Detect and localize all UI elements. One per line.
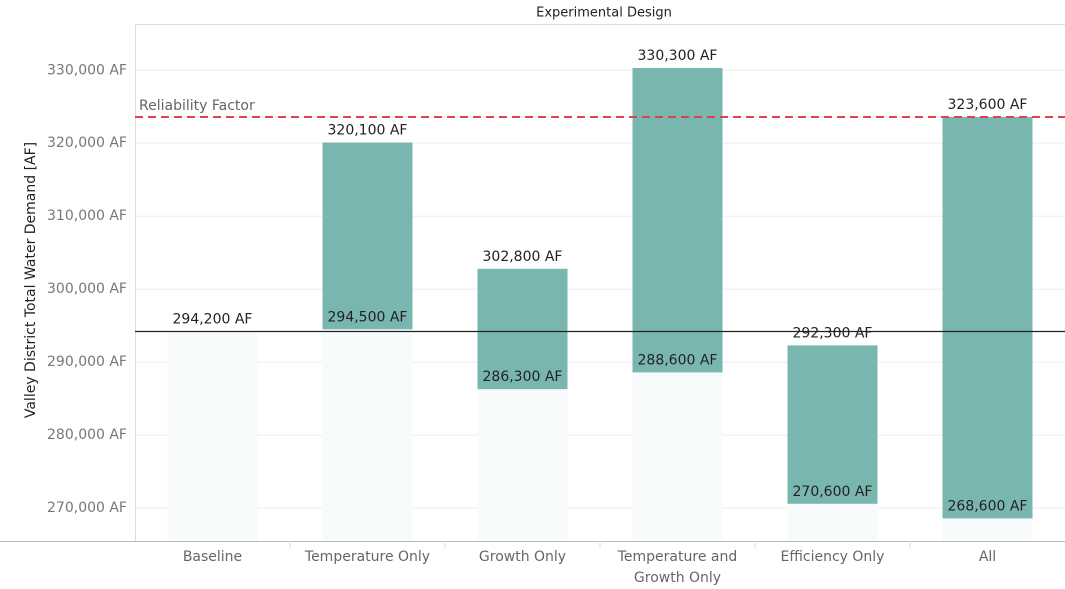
- x-tick-label: All: [978, 549, 997, 565]
- low-label: 288,600 AF: [638, 352, 718, 368]
- y-tick-label: 270,000 AF: [47, 500, 127, 516]
- low-label: 294,200 AF: [173, 312, 253, 328]
- bar-base: [632, 372, 723, 541]
- y-tick-label: 280,000 AF: [47, 427, 127, 443]
- bar: [477, 268, 568, 390]
- y-tick-label: 300,000 AF: [47, 281, 127, 297]
- bar-base: [167, 331, 258, 541]
- high-label: 323,600 AF: [948, 97, 1028, 113]
- bar-base: [477, 389, 568, 541]
- y-tick-label: 320,000 AF: [47, 135, 127, 151]
- x-tick-label: Efficiency Only: [780, 549, 885, 565]
- bar-base: [787, 503, 878, 541]
- bar-base: [942, 518, 1033, 541]
- y-tick-label: 330,000 AF: [47, 62, 127, 78]
- x-tick-label: Temperature Only: [304, 549, 431, 565]
- high-label: 330,300 AF: [638, 48, 718, 64]
- low-label: 270,600 AF: [793, 484, 873, 500]
- high-label: 320,100 AF: [328, 123, 408, 139]
- low-label: 294,500 AF: [328, 309, 408, 325]
- high-label: 302,800 AF: [483, 249, 563, 265]
- low-label: 286,300 AF: [483, 369, 563, 385]
- y-tick-label: 310,000 AF: [47, 208, 127, 224]
- reference-label: Reliability Factor: [139, 98, 255, 114]
- bar: [787, 345, 878, 504]
- x-tick-label: Baseline: [182, 549, 243, 565]
- low-label: 268,600 AF: [948, 498, 1028, 514]
- bar: [942, 116, 1033, 519]
- bars: [167, 68, 1033, 541]
- x-tick-label: Growth Only: [478, 549, 567, 565]
- chart-title: Experimental Design: [536, 6, 672, 21]
- bar-base: [322, 329, 413, 541]
- y-tick-label: 290,000 AF: [47, 354, 127, 370]
- high-label: 292,300 AF: [793, 325, 873, 341]
- grid: [135, 69, 1065, 509]
- bar: [632, 68, 723, 373]
- x-tick-label: Temperature and Growth Only: [617, 549, 738, 586]
- y-axis-label: Valley District Total Water Demand [AF]: [23, 142, 39, 418]
- bar: [322, 142, 413, 330]
